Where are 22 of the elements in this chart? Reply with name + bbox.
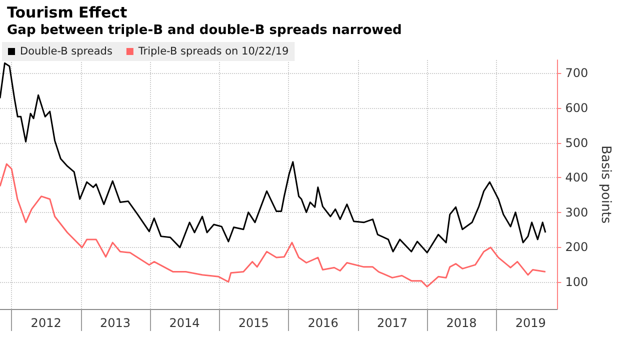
- legend-label: Double-B spreads: [20, 46, 112, 58]
- chart-title: Tourism Effect: [7, 4, 128, 22]
- x-tick-label: 2013: [100, 316, 131, 330]
- y-tick-label: 700: [565, 66, 588, 80]
- x-tick-label: 2019: [515, 316, 546, 330]
- legend-label: Triple-B spreads on 10/22/19: [137, 46, 289, 58]
- line-series: [0, 163, 546, 288]
- y-tick-label: 600: [565, 100, 588, 115]
- x-tick-label: 2017: [376, 316, 408, 330]
- x-tick-label: 2015: [238, 316, 269, 330]
- chart-subtitle: Gap between triple-B and double-B spreads narrowed: [7, 23, 402, 38]
- line-series: [0, 62, 546, 254]
- y-axis-title: Basis points: [598, 145, 613, 224]
- x-tick-label: 2012: [30, 316, 62, 330]
- x-tick-label: 2014: [169, 316, 200, 330]
- y-tick-label: 100: [565, 274, 588, 289]
- x-tick-label: 2018: [446, 316, 477, 330]
- y-tick-label: 300: [565, 205, 588, 220]
- y-tick-label: 200: [565, 240, 588, 254]
- x-tick-label: 2016: [308, 316, 338, 330]
- y-tick-label: 500: [565, 136, 588, 150]
- y-tick-label: 400: [565, 170, 588, 185]
